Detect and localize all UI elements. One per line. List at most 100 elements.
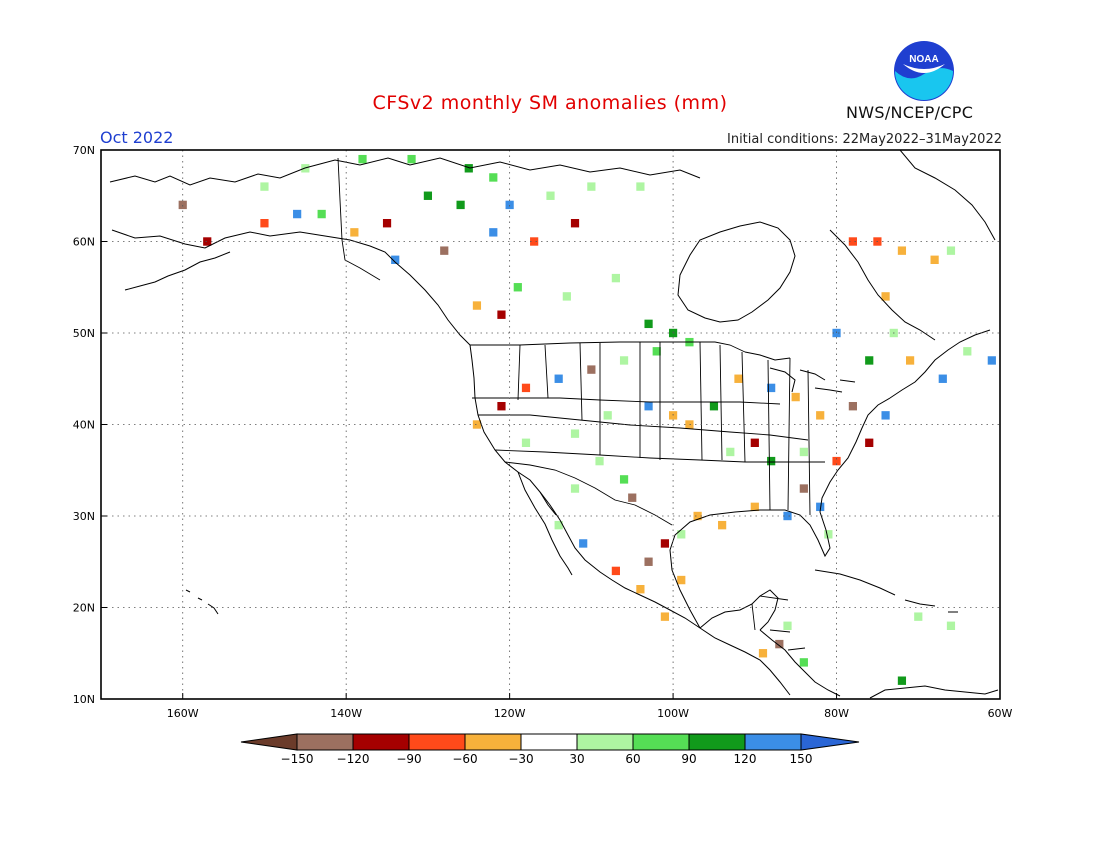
anomaly-cell bbox=[579, 539, 588, 548]
anomaly-cell bbox=[677, 530, 686, 539]
coastline-hudson-bay bbox=[677, 221, 796, 323]
anomaly-cell bbox=[906, 356, 915, 365]
initial-conditions: Initial conditions: 22May2022–31May2022 bbox=[727, 132, 1002, 147]
anomaly-cell bbox=[472, 301, 482, 310]
anomaly-cell bbox=[750, 438, 759, 447]
logo-wave bbox=[895, 68, 953, 100]
colorbar-label: 150 bbox=[790, 752, 813, 766]
anomaly-cell bbox=[554, 374, 563, 383]
anomaly-cell bbox=[603, 411, 612, 420]
lon-tick-label: 80W bbox=[824, 707, 849, 720]
logo-text: NOAA bbox=[909, 54, 938, 65]
anomaly-cell bbox=[358, 154, 367, 164]
anomaly-cell bbox=[677, 575, 686, 585]
colorbar-segment bbox=[520, 733, 578, 751]
anomaly-cells bbox=[178, 154, 996, 685]
colorbar-segment bbox=[352, 733, 410, 751]
anomaly-cell bbox=[897, 246, 907, 255]
lon-tick-label: 160W bbox=[167, 707, 199, 720]
lon-tick-label: 140W bbox=[330, 707, 362, 720]
anomaly-cell bbox=[799, 484, 808, 493]
anomaly-cell bbox=[946, 246, 956, 255]
anomaly-cell bbox=[382, 219, 392, 228]
anomaly-cell bbox=[260, 219, 269, 228]
colorbar-segment bbox=[408, 733, 466, 751]
anomaly-cell bbox=[799, 447, 808, 457]
political-borders bbox=[337, 157, 825, 651]
coastline-hispaniola bbox=[904, 599, 936, 607]
anomaly-cell bbox=[946, 621, 956, 630]
plot-frame bbox=[100, 149, 1001, 700]
anomaly-cell bbox=[587, 365, 596, 374]
colorbar-arrow-right bbox=[800, 733, 860, 751]
anomaly-cell bbox=[611, 273, 620, 283]
anomaly-cell bbox=[750, 502, 759, 512]
colorbar-label: 30 bbox=[569, 752, 584, 766]
anomaly-cell bbox=[652, 347, 661, 356]
coastline-hawaii bbox=[185, 589, 219, 615]
anomaly-cell bbox=[775, 639, 784, 649]
anomaly-cell bbox=[881, 411, 890, 420]
anomaly-cell bbox=[611, 566, 620, 576]
coastline-aleutians bbox=[124, 251, 231, 291]
coastline-great-lakes bbox=[744, 351, 856, 393]
lon-tick-label: 120W bbox=[494, 707, 526, 720]
anomaly-cell bbox=[587, 182, 596, 191]
anomaly-cell bbox=[317, 209, 326, 219]
logo-gull bbox=[903, 64, 945, 73]
colorbar-segment bbox=[576, 733, 634, 751]
coastline-yucatan bbox=[699, 589, 779, 631]
anomaly-cell bbox=[636, 182, 645, 191]
anomaly-cell bbox=[472, 420, 482, 429]
chart-title: CFSv2 monthly SM anomalies (mm) bbox=[372, 92, 728, 114]
anomaly-cell bbox=[554, 520, 563, 530]
anomaly-cell bbox=[407, 154, 416, 164]
anomaly-cell bbox=[497, 310, 506, 319]
anomaly-cell bbox=[203, 237, 212, 246]
anomaly-cell bbox=[391, 255, 400, 264]
colorbar-label: −30 bbox=[508, 752, 533, 766]
lat-tick-label: 20N bbox=[73, 602, 95, 615]
anomaly-cell bbox=[644, 557, 653, 566]
anomaly-cell bbox=[848, 402, 857, 411]
colorbar-label: −90 bbox=[396, 752, 421, 766]
anomaly-cell bbox=[767, 456, 776, 466]
colorbar-arrow-left bbox=[240, 733, 298, 751]
anomaly-cell bbox=[758, 649, 768, 658]
colorbar-label: −150 bbox=[281, 752, 314, 766]
anomaly-cell bbox=[767, 383, 776, 393]
anomaly-cell bbox=[865, 438, 874, 447]
colorbar-segment bbox=[632, 733, 690, 751]
anomaly-cell bbox=[562, 292, 571, 301]
anomaly-cell bbox=[734, 374, 743, 383]
anomaly-cell bbox=[489, 173, 498, 182]
axes: 70N 60N 50N 40N 30N 20N 10N 160W 140W 120W 100W 80W… bbox=[73, 144, 1013, 720]
lon-tick-label: 60W bbox=[988, 707, 1013, 720]
border-alaska-canada bbox=[337, 157, 381, 281]
noaa-logo: NOAA bbox=[894, 41, 954, 101]
anomaly-cell bbox=[570, 429, 580, 438]
anomaly-cell bbox=[440, 246, 449, 255]
border-us-mexico bbox=[504, 461, 673, 526]
anomaly-cell bbox=[685, 420, 694, 429]
anomaly-cell bbox=[489, 228, 498, 237]
border-us-states-ew bbox=[472, 397, 825, 463]
colorbar: −150 −120 −90 −60 −30 30 60 90 120 150 bbox=[240, 733, 860, 766]
coastline-north bbox=[109, 157, 701, 186]
anomaly-cell bbox=[570, 219, 580, 228]
anomaly-cell bbox=[530, 237, 539, 246]
lon-tick-label: 100W bbox=[657, 707, 689, 720]
anomaly-cell bbox=[848, 237, 857, 246]
colorbar-segment bbox=[744, 733, 802, 751]
anomaly-cell bbox=[513, 283, 522, 292]
anomaly-cell bbox=[644, 402, 653, 411]
anomaly-cell bbox=[914, 612, 923, 621]
colorbar-label: −60 bbox=[452, 752, 477, 766]
coastline-south-america bbox=[869, 685, 999, 699]
agency-label: NWS/NCEP/CPC bbox=[846, 103, 974, 122]
anomaly-cell bbox=[619, 356, 629, 365]
anomaly-cell bbox=[783, 511, 792, 521]
coastline-west-us bbox=[469, 344, 791, 696]
anomaly-cell bbox=[570, 484, 580, 493]
colorbar-segment bbox=[688, 733, 746, 751]
